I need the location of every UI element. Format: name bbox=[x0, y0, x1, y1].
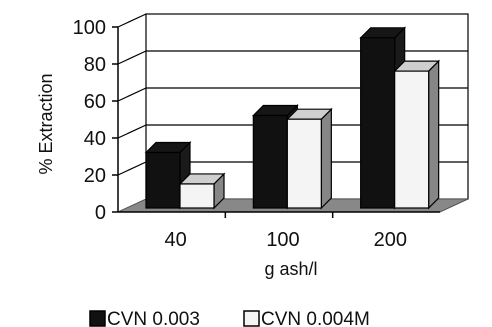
y-tick-label: 60 bbox=[84, 91, 106, 113]
legend-label-cvn-0004m: CVN 0.004M bbox=[261, 309, 370, 327]
gridline-side bbox=[117, 124, 147, 139]
bar-front bbox=[286, 118, 322, 209]
x-axis-title: g ash/l bbox=[264, 259, 317, 279]
gridline-side bbox=[117, 87, 147, 102]
legend-swatch-cvn-0003 bbox=[89, 310, 106, 327]
chart-bars bbox=[144, 26, 441, 210]
legend-swatch-cvn-0004m bbox=[243, 310, 260, 327]
bar-cvn-0-004m-100 bbox=[285, 107, 333, 210]
y-axis-title: % Extraction bbox=[36, 73, 56, 174]
x-tick-label: 100 bbox=[266, 229, 299, 251]
gridline-side bbox=[117, 13, 147, 28]
bar-front bbox=[179, 183, 215, 209]
y-tick-label: 40 bbox=[84, 128, 106, 150]
bar-side bbox=[320, 107, 332, 210]
x-tick-label: 40 bbox=[165, 229, 187, 251]
y-tick-label: 100 bbox=[73, 17, 106, 39]
bar-side bbox=[428, 59, 440, 210]
y-tick-label: 20 bbox=[84, 165, 106, 187]
gridline-side bbox=[117, 161, 147, 176]
bar-front bbox=[252, 114, 288, 209]
bar-front bbox=[145, 151, 181, 209]
y-tick-label: 80 bbox=[84, 54, 106, 76]
bar-cvn-0-004m-200 bbox=[393, 59, 441, 210]
y-tick-label: 0 bbox=[95, 202, 106, 224]
bar-front bbox=[394, 70, 430, 209]
legend: CVN 0.003 CVN 0.004M bbox=[89, 309, 370, 327]
bar-cvn-0-004m-40 bbox=[178, 172, 226, 210]
legend-label-cvn-0003: CVN 0.003 bbox=[107, 309, 200, 327]
gridline-side bbox=[117, 50, 147, 65]
bar-front bbox=[360, 37, 396, 209]
chart-axes: 40 100 200 0 20 40 60 80 100 bbox=[73, 17, 440, 251]
x-tick-label: 200 bbox=[374, 229, 407, 251]
